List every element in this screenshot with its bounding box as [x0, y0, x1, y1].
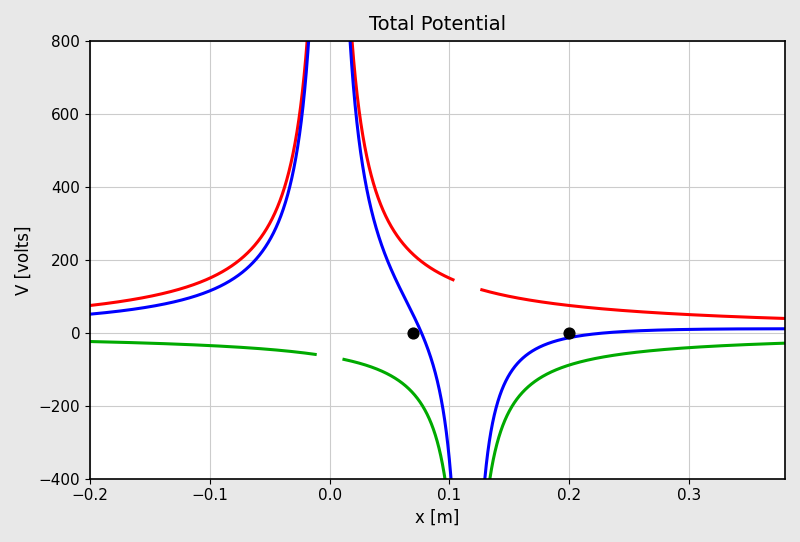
Point	[563, 328, 576, 337]
Point	[407, 328, 420, 337]
Title: Total Potential: Total Potential	[369, 15, 506, 34]
X-axis label: x [m]: x [m]	[415, 509, 460, 527]
Y-axis label: V [volts]: V [volts]	[15, 225, 33, 295]
